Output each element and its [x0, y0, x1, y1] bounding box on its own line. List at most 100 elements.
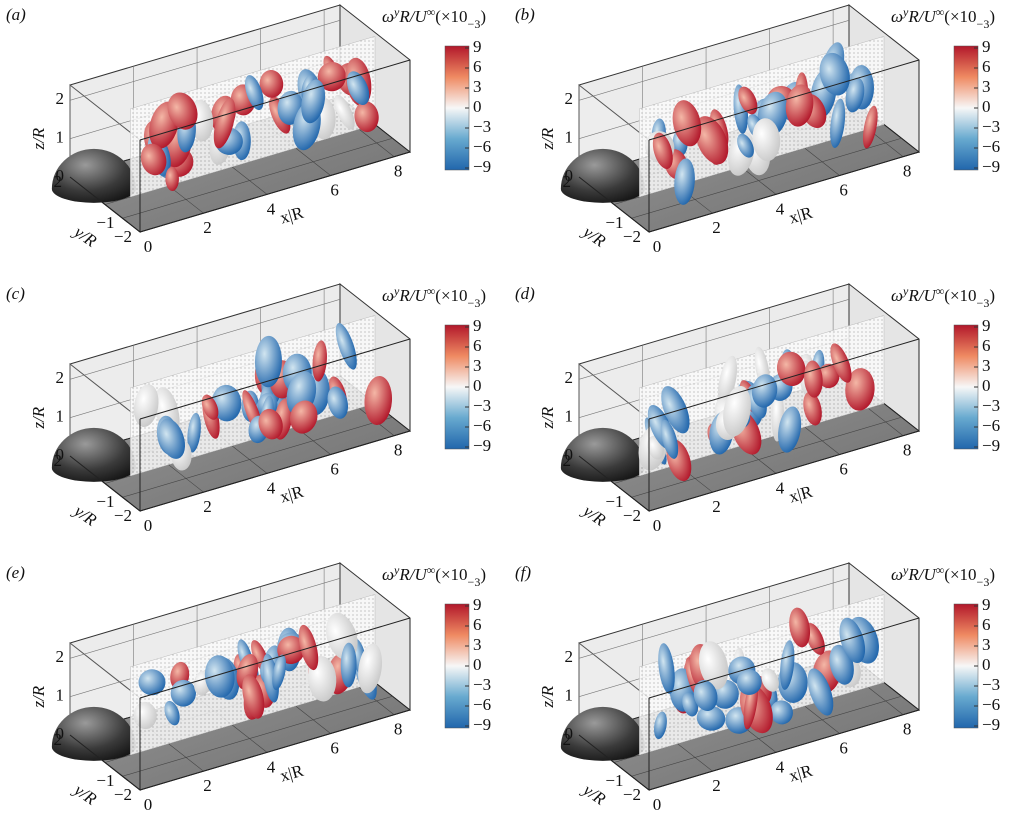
x-tick-label: 2	[203, 776, 212, 795]
y-tick-label: 2	[54, 451, 63, 470]
colorbar-tick-label: 3	[473, 77, 482, 96]
x-tick-label: 4	[776, 478, 785, 497]
x-axis-label: x|R	[787, 203, 815, 228]
colorbar-tick-label: −9	[982, 157, 1000, 176]
colorbar-title-part: ω	[382, 565, 394, 584]
colorbar-title-part: (×10	[435, 286, 467, 305]
x-axis-label: x|R	[278, 482, 306, 507]
colorbar-title: ωyR/U∞(×10−3)	[382, 284, 486, 310]
x-tick-label: 0	[144, 237, 153, 256]
x-tick-label: 0	[653, 795, 662, 814]
x-tick-label: 6	[839, 738, 848, 757]
colorbar-tick-label: −3	[473, 117, 491, 136]
colorbar-title-part: ∞	[427, 284, 436, 298]
colorbar-tick-label: −9	[473, 715, 491, 734]
colorbar-tick-label: 9	[982, 37, 991, 56]
y-tick-label: −1	[605, 492, 623, 511]
x-tick-label: 4	[267, 478, 276, 497]
colorbar-title-part: ω	[891, 565, 903, 584]
colorbar-title-part: R/U	[907, 286, 937, 305]
colorbar-title-part: )	[989, 565, 995, 584]
colorbar-tick-label: 3	[982, 356, 991, 375]
colorbar-title-part: −3	[977, 575, 990, 589]
colorbar-tick-label: 6	[982, 336, 991, 355]
z-tick-label: 2	[56, 89, 65, 108]
x-tick-label: 4	[267, 757, 276, 776]
colorbar-tick-label: 6	[982, 57, 991, 76]
z-tick-label: 1	[565, 128, 574, 147]
x-tick-label: 2	[712, 497, 721, 516]
colorbar-tick-label: 6	[473, 336, 482, 355]
y-tick-label: −2	[114, 506, 132, 525]
x-tick-label: 8	[394, 441, 403, 460]
colorbar-title-part: ∞	[936, 284, 945, 298]
colorbar-title-part: ∞	[427, 5, 436, 19]
z-tick-label: 1	[56, 128, 65, 147]
colorbar-title: ωyR/U∞(×10−3)	[891, 563, 995, 589]
colorbar-title-part: )	[480, 286, 486, 305]
panel-label: (a)	[6, 5, 26, 24]
x-tick-label: 6	[839, 180, 848, 199]
panel-label: (f)	[515, 563, 531, 582]
colorbar-tick-label: −6	[982, 137, 1000, 156]
colorbar-title-part: (×10	[944, 286, 976, 305]
colorbar-title-part: )	[480, 565, 486, 584]
colorbar-title-part: ∞	[936, 5, 945, 19]
colorbar-title-part: )	[989, 7, 995, 26]
colorbar-title: ωyR/U∞(×10−3)	[891, 284, 995, 310]
colorbar-title-part: (×10	[944, 565, 976, 584]
panel-label: (b)	[515, 5, 535, 24]
colorbar-tick-label: 0	[982, 655, 991, 674]
x-tick-label: 8	[394, 720, 403, 739]
y-tick-label: −1	[605, 213, 623, 232]
colorbar-tick-label: −9	[982, 715, 1000, 734]
colorbar-tick-label: −6	[982, 695, 1000, 714]
colorbar-title-part: −3	[977, 17, 990, 31]
colorbar-tick-label: −3	[982, 396, 1000, 415]
z-tick-label: 2	[56, 368, 65, 387]
colorbar-tick-label: 6	[982, 615, 991, 634]
colorbar-title-part: (×10	[944, 7, 976, 26]
x-tick-label: 2	[203, 497, 212, 516]
panel-label: (e)	[6, 563, 25, 582]
colorbar-tick-label: 9	[473, 316, 482, 335]
colorbar-tick-label: 0	[982, 376, 991, 395]
y-tick-label: −2	[623, 506, 641, 525]
colorbar-title-part: (×10	[435, 565, 467, 584]
colorbar-tick-label: −3	[473, 675, 491, 694]
z-axis-label: z/R	[29, 127, 48, 150]
colorbar-title-part: ω	[382, 286, 394, 305]
y-tick-label: −2	[114, 227, 132, 246]
colorbar-title-part: R/U	[398, 286, 428, 305]
panel: (d)012z/R2−1−2y/R02468x|R9630−3−6−9ωyR/U…	[515, 284, 1000, 535]
colorbar-tick-label: 9	[982, 595, 991, 614]
colorbar-title-part: R/U	[907, 7, 937, 26]
colorbar-tick-label: 3	[473, 356, 482, 375]
y-tick-label: 2	[563, 451, 572, 470]
z-axis-label: z/R	[29, 685, 48, 708]
x-tick-label: 8	[903, 720, 912, 739]
z-tick-label: 1	[56, 407, 65, 426]
y-tick-label: −1	[605, 771, 623, 790]
colorbar-title: ωyR/U∞(×10−3)	[382, 5, 486, 31]
colorbar-tick-label: −9	[473, 157, 491, 176]
colorbar-title-part: −3	[468, 296, 481, 310]
y-tick-label: −2	[623, 227, 641, 246]
colorbar-tick-label: −3	[982, 675, 1000, 694]
x-tick-label: 6	[839, 459, 848, 478]
colorbar-title-part: R/U	[398, 565, 428, 584]
x-axis-label: x|R	[278, 761, 306, 786]
colorbar-title-part: ω	[891, 7, 903, 26]
x-tick-label: 4	[776, 757, 785, 776]
colorbar-tick-label: −9	[473, 436, 491, 455]
colorbar-tick-label: −6	[982, 416, 1000, 435]
colorbar-title: ωyR/U∞(×10−3)	[382, 563, 486, 589]
figure: (a)012z/R2−1−2y/R02468x|R9630−3−6−9ωyR/U…	[0, 0, 1018, 839]
z-axis-label: z/R	[538, 127, 557, 150]
colorbar-tick-label: −3	[982, 117, 1000, 136]
x-tick-label: 2	[712, 776, 721, 795]
colorbar-tick-label: 0	[982, 97, 991, 116]
colorbar-tick-label: −3	[473, 396, 491, 415]
